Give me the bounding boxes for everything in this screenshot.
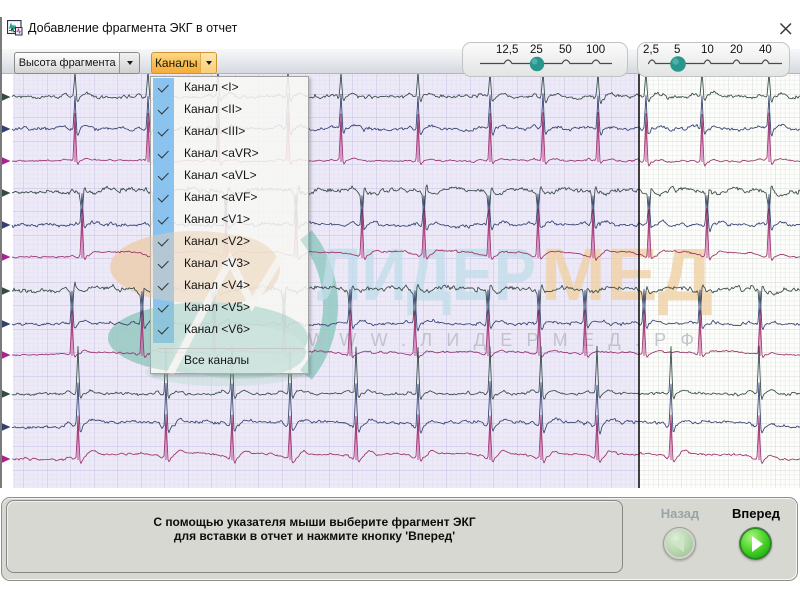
svg-text:ЛИДЕР: ЛИДЕР xyxy=(317,233,536,316)
svg-text:МЕД: МЕД xyxy=(541,233,713,316)
